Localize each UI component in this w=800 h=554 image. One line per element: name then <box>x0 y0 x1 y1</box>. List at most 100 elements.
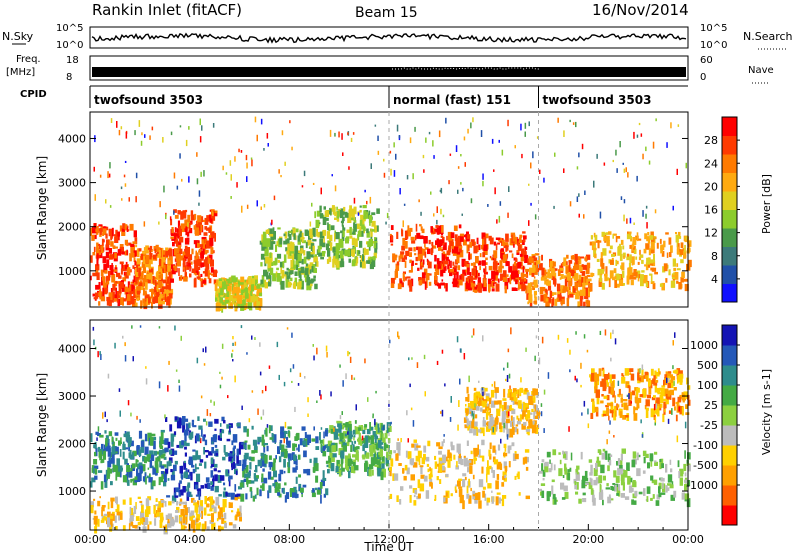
data-cell <box>478 272 480 277</box>
data-cell <box>442 454 447 464</box>
data-cell <box>134 130 136 136</box>
data-cell <box>130 507 134 516</box>
data-cell <box>165 289 170 294</box>
data-cell <box>636 399 640 409</box>
data-cell <box>335 232 340 240</box>
data-cell <box>468 279 471 287</box>
data-cell <box>681 470 684 475</box>
data-cell <box>416 232 421 239</box>
data-cell <box>395 453 399 461</box>
data-cell <box>586 300 591 308</box>
data-cell <box>648 387 652 395</box>
data-cell <box>450 441 453 447</box>
data-cell <box>269 261 274 266</box>
data-cell <box>236 448 239 457</box>
data-cell <box>214 485 219 493</box>
data-cell <box>322 439 325 446</box>
data-cell <box>356 446 360 450</box>
data-cell <box>507 445 511 454</box>
data-cell <box>520 377 522 383</box>
data-cell <box>145 294 150 302</box>
data-cell <box>127 267 131 276</box>
data-cell <box>584 470 588 479</box>
data-cell <box>198 190 201 197</box>
data-cell <box>673 387 677 391</box>
data-cell <box>256 288 262 296</box>
data-cell <box>560 263 563 270</box>
data-cell <box>327 469 330 474</box>
data-cell <box>532 397 536 401</box>
data-cell <box>268 228 273 235</box>
data-cell <box>636 468 641 477</box>
data-cell <box>687 399 691 406</box>
data-cell <box>499 201 502 206</box>
data-cell <box>511 392 516 398</box>
data-cell <box>200 506 204 511</box>
data-cell <box>676 368 681 377</box>
data-cell <box>214 444 218 448</box>
data-cell <box>620 493 625 498</box>
data-cell <box>178 489 182 493</box>
data-cell <box>457 166 460 169</box>
data-cell <box>178 501 183 505</box>
data-cell <box>489 237 494 245</box>
data-cell <box>219 432 222 441</box>
data-cell <box>139 500 143 503</box>
data-cell <box>175 253 180 259</box>
data-cell <box>658 403 661 409</box>
data-cell <box>515 279 518 285</box>
data-cell <box>630 373 635 381</box>
data-cell <box>528 258 533 263</box>
data-cell <box>645 262 649 271</box>
data-cell <box>179 153 181 159</box>
data-cell <box>518 277 522 281</box>
data-cell <box>657 387 661 394</box>
data-cell <box>509 385 511 390</box>
data-cell <box>110 237 113 241</box>
data-cell <box>622 252 626 258</box>
data-cell <box>443 434 445 437</box>
data-cell <box>204 226 208 230</box>
data-cell <box>199 118 201 126</box>
data-cell <box>642 450 647 457</box>
data-cell <box>187 469 190 473</box>
freq-tick-top: 18 <box>66 55 79 66</box>
data-cell <box>348 430 353 439</box>
data-cell <box>621 373 624 377</box>
data-cell <box>479 455 483 458</box>
data-cell <box>127 437 132 444</box>
data-cell <box>273 195 276 201</box>
data-cell <box>239 281 244 285</box>
data-cell <box>187 484 190 494</box>
data-cell <box>149 473 151 478</box>
data-cell <box>126 297 131 306</box>
data-cell <box>349 466 352 473</box>
data-cell <box>323 493 326 498</box>
data-cell <box>232 450 235 456</box>
data-cell <box>508 405 512 412</box>
data-cell <box>288 272 291 279</box>
data-cell <box>455 465 459 470</box>
data-cell <box>517 241 520 246</box>
data-cell <box>338 448 343 453</box>
data-cell <box>207 255 210 259</box>
data-cell <box>103 474 107 483</box>
data-cell <box>182 514 185 524</box>
data-cell <box>487 411 491 416</box>
data-cell <box>410 236 415 241</box>
data-cell <box>557 269 561 277</box>
data-cell <box>168 249 173 257</box>
data-cell <box>110 501 114 509</box>
data-cell <box>609 498 614 501</box>
data-cell <box>648 248 651 256</box>
data-cell <box>301 426 306 431</box>
data-cell <box>326 352 328 358</box>
data-cell <box>470 276 474 284</box>
data-cell <box>601 367 605 371</box>
data-cell <box>329 444 332 453</box>
data-cell <box>299 274 302 282</box>
data-cell <box>185 501 187 508</box>
data-cell <box>102 228 107 236</box>
data-cell <box>521 403 524 412</box>
data-cell <box>643 375 646 379</box>
